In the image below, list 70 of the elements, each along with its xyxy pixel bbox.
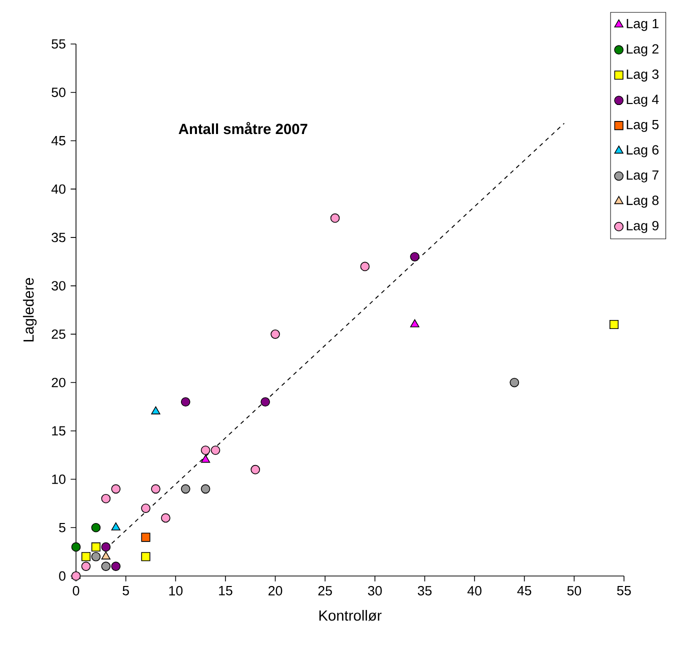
point (111, 484, 121, 494)
point (101, 542, 111, 552)
point (210, 446, 220, 455)
point (141, 552, 150, 562)
legend-label: Lag 8 (626, 196, 659, 208)
y-tick-label: 15 (52, 426, 66, 436)
point (610, 320, 619, 330)
legend-label: Lag 3 (626, 70, 659, 82)
y-tick-label: 10 (52, 474, 66, 484)
point (91, 542, 100, 552)
y-tick-label: 20 (52, 378, 66, 388)
x-tick-label: 55 (617, 586, 631, 596)
x-tick-label: 30 (368, 586, 382, 596)
point (270, 330, 280, 339)
point (180, 484, 190, 494)
point (141, 504, 150, 513)
y-axis-title: Lagledere (22, 278, 37, 342)
x-tick-label: 5 (122, 586, 129, 596)
point (180, 397, 190, 407)
point (91, 552, 101, 562)
point (151, 484, 160, 494)
point (71, 542, 81, 552)
point (410, 252, 420, 262)
point (330, 213, 340, 223)
point (360, 262, 370, 272)
point (200, 446, 210, 455)
y-tick-label: 5 (59, 522, 66, 532)
y-tick-label: 35 (52, 232, 66, 242)
point (101, 551, 110, 560)
point (81, 552, 90, 562)
point (81, 562, 91, 571)
y-tick-label: 30 (52, 281, 66, 291)
legend-label: Lag 9 (626, 220, 658, 234)
point (101, 562, 111, 571)
legend-label: Lag 6 (626, 145, 659, 158)
legend-label: Lag 7 (626, 170, 658, 182)
point (250, 464, 260, 474)
y-tick-label: 0 (59, 571, 66, 581)
x-tick-label: 50 (567, 586, 582, 596)
x-tick-label: 0 (72, 586, 80, 596)
legend-label: Lag 5 (626, 120, 659, 132)
point (161, 513, 170, 523)
point (260, 397, 270, 407)
legend-label: Lag 1 (626, 19, 658, 31)
y-tick-label: 25 (52, 329, 66, 339)
point (200, 454, 210, 463)
x-tick-label: 15 (219, 586, 232, 596)
point (151, 406, 160, 414)
point (91, 522, 101, 532)
x-tick-label: 10 (169, 586, 183, 596)
point (410, 319, 420, 328)
y-tick-label: 55 (52, 39, 66, 49)
point (111, 522, 120, 530)
x-tick-label: 45 (517, 586, 532, 596)
legend-label: Lag 2 (626, 44, 658, 56)
x-axis-title: Kontrollør (319, 610, 382, 621)
point (200, 484, 210, 494)
point (101, 494, 111, 504)
x-tick-label: 25 (318, 586, 332, 596)
y-tick-label: 50 (52, 88, 66, 98)
x-tick-label: 35 (418, 586, 432, 596)
x-tick-label: 20 (268, 586, 282, 596)
point (111, 562, 121, 571)
text: Antall småtre 2007 (178, 122, 308, 134)
y-tick-label: 45 (51, 136, 66, 146)
x-tick-label: 40 (467, 586, 482, 596)
point (141, 532, 150, 542)
legend-label: Lag 4 (626, 94, 659, 107)
y-tick-label: 40 (51, 184, 66, 194)
point (510, 378, 520, 388)
